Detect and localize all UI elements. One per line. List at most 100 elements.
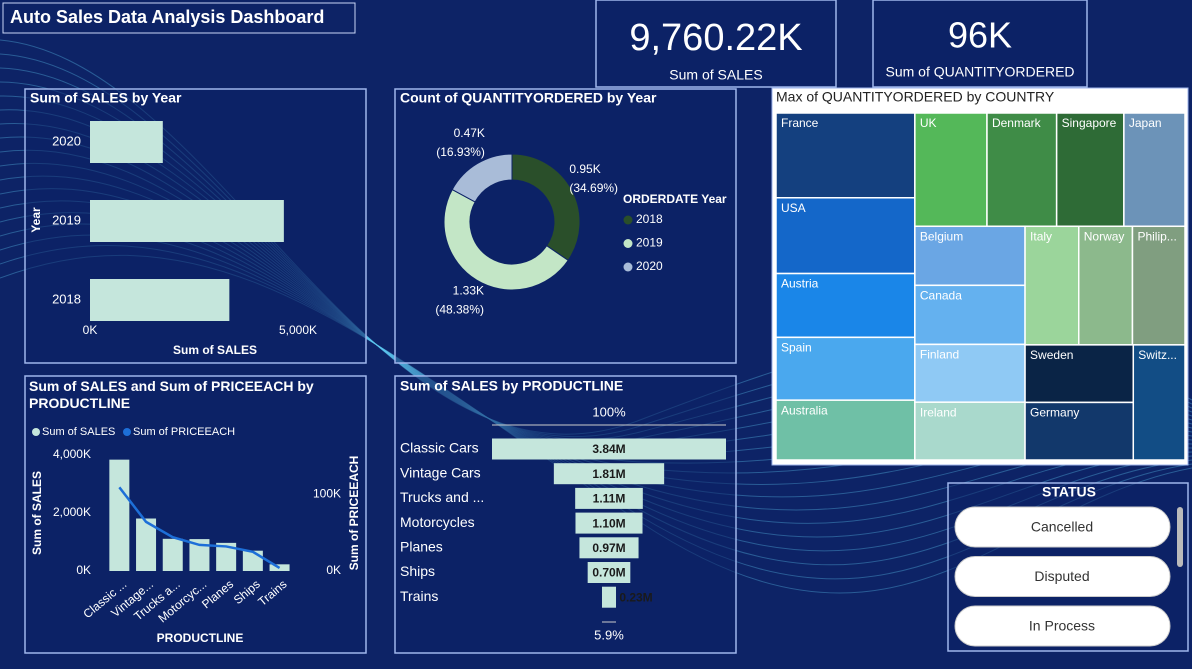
treemap-cell xyxy=(1055,112,1125,228)
donut-slice xyxy=(451,153,513,203)
bar xyxy=(162,538,183,571)
chart-title: Count of QUANTITYORDERED by Year xyxy=(400,90,657,106)
treemap-cell xyxy=(1078,225,1134,346)
kpi-caption: Sum of QUANTITYORDERED xyxy=(885,64,1074,80)
treemap-cell xyxy=(986,112,1058,228)
bar xyxy=(90,279,230,321)
funnel-bar xyxy=(579,537,639,559)
slicer-button[interactable] xyxy=(954,506,1171,548)
legend-label: 2020 xyxy=(636,259,663,273)
data-label: (34.69%) xyxy=(569,181,618,195)
funnel-bar xyxy=(492,438,726,460)
slicer-button[interactable] xyxy=(954,556,1171,597)
kpi-card xyxy=(872,0,1088,88)
funnel-bar xyxy=(553,463,665,485)
treemap-cell xyxy=(1024,225,1080,346)
donut-slice xyxy=(443,188,569,291)
treemap-label: Sweden xyxy=(1030,348,1073,362)
category-label: Classic Cars xyxy=(400,440,479,456)
data-label: (16.93%) xyxy=(436,145,485,159)
slicer-button[interactable] xyxy=(954,605,1171,647)
x-tick-label: 0K xyxy=(83,323,98,337)
y-tick-label: 2,000K xyxy=(53,505,91,519)
data-label: 0.23M xyxy=(619,590,652,604)
y-axis-label: Year xyxy=(29,207,43,233)
data-label: 1.33K xyxy=(453,284,484,298)
treemap-label: Austria xyxy=(781,277,819,291)
treemap-label: Spain xyxy=(781,341,812,355)
funnel-bar xyxy=(601,586,617,608)
category-label: Planes xyxy=(400,539,443,555)
chart-title-box: Sum of SALES and Sum of PRICEEACH by PRO… xyxy=(29,378,314,411)
treemap-label: UK xyxy=(920,116,937,130)
treemap-cell xyxy=(775,272,916,339)
data-label: 0.70M xyxy=(592,566,625,580)
data-label: 0.97M xyxy=(592,541,625,555)
data-label: 1.10M xyxy=(592,516,625,530)
data-label: 0.47K xyxy=(454,126,485,140)
treemap-label: Singapore xyxy=(1062,116,1117,130)
legend-label: Sum of PRICEEACH xyxy=(133,426,235,438)
bar xyxy=(109,459,130,571)
chart-title: Sum of SALES by PRODUCTLINE xyxy=(400,378,623,394)
funnel-bar xyxy=(575,487,643,509)
category-label: Motorcycles xyxy=(400,514,475,530)
y-tick-label: 4,000K xyxy=(53,447,91,461)
kpi-value: 96K xyxy=(948,15,1012,56)
treemap-cell xyxy=(914,343,1026,403)
slicer-title: STATUS xyxy=(1042,484,1096,500)
funnel-bar xyxy=(587,562,631,583)
dashboard-title: Auto Sales Data Analysis Dashboard xyxy=(10,7,324,27)
title-box xyxy=(2,2,356,34)
panel xyxy=(24,375,367,654)
data-label: 1.81M xyxy=(592,467,625,481)
scrollbar[interactable] xyxy=(1177,507,1183,567)
treemap-cell xyxy=(775,112,916,199)
treemap-label: Australia xyxy=(781,403,828,417)
treemap-label: Italy xyxy=(1030,229,1052,243)
data-label: 1.11M xyxy=(593,492,626,506)
legend-label: Sum of SALES xyxy=(42,426,115,438)
bar xyxy=(90,121,163,163)
legend-marker xyxy=(623,262,633,272)
y-tick-label: 2018 xyxy=(52,291,81,306)
bar xyxy=(242,550,263,571)
treemap-label: Denmark xyxy=(992,116,1042,130)
x-tick-label: 5,000K xyxy=(279,323,317,337)
legend-marker xyxy=(123,428,131,436)
treemap-label: USA xyxy=(781,201,806,215)
data-label: 0.95K xyxy=(569,162,600,176)
treemap-label: Norway xyxy=(1084,229,1125,243)
slicer-item[interactable]: Cancelled xyxy=(1031,519,1093,535)
legend-marker xyxy=(623,239,633,248)
treemap-label: Ireland xyxy=(920,405,957,419)
y-tick-label: 0K xyxy=(76,563,91,577)
treemap-cell xyxy=(914,401,1026,461)
y-tick-label: 2020 xyxy=(52,133,81,148)
donut-slice xyxy=(511,153,581,262)
treemap-cell xyxy=(775,336,916,401)
treemap-label: Japan xyxy=(1129,116,1162,130)
category-label: Vintage Cars xyxy=(400,464,481,480)
kpi-caption: Sum of SALES xyxy=(669,67,762,83)
treemap-label: France xyxy=(781,116,819,130)
bar xyxy=(136,518,157,571)
treemap-cell xyxy=(1123,112,1186,228)
funnel-bar xyxy=(575,512,643,534)
data-label: 3.84M xyxy=(592,442,625,456)
legend-label: 2019 xyxy=(636,236,663,250)
legend-title: ORDERDATE Year xyxy=(623,192,727,206)
bar xyxy=(90,200,284,242)
chart-title: Sum of SALES by Year xyxy=(30,90,182,106)
panel xyxy=(394,375,737,654)
slicer-item[interactable]: In Process xyxy=(1029,618,1095,634)
slicer-item[interactable]: Disputed xyxy=(1034,568,1089,584)
treemap-label: Canada xyxy=(920,289,962,303)
kpi-value: 9,760.22K xyxy=(629,17,802,59)
chart-title: Max of QUANTITYORDERED by COUNTRY xyxy=(776,89,1055,105)
category-label: Ships xyxy=(400,563,435,579)
y2-axis-label: Sum of PRICEEACH xyxy=(347,456,361,571)
